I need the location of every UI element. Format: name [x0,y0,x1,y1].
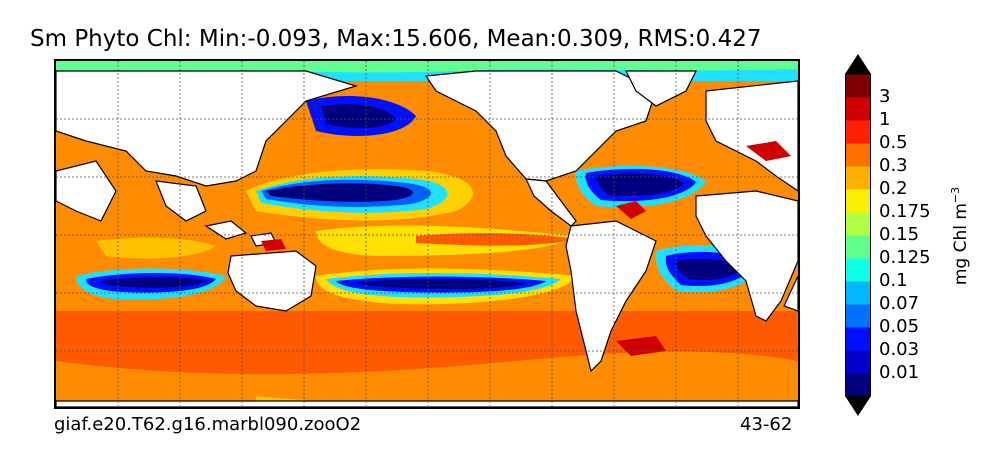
colorbar-segment [845,97,871,121]
chlorophyll-map [56,61,798,407]
colorbar-segment [845,166,871,190]
colorbar-tick-label: 0.5 [879,132,908,153]
colorbar-tick-label: 0.05 [879,316,920,337]
colorbar-tick-label: 1 [879,109,891,130]
colorbar-tick-label: 0.175 [879,201,931,222]
case-name: giaf.e20.T62.g16.marbl090.zooO2 [54,414,362,435]
colorbar-tick-label: 0.2 [879,178,908,199]
colorbar-tick-label: 3 [879,86,891,107]
colorbar-segment [845,373,871,397]
colorbar-segment [845,212,871,236]
colorbar-segment [845,74,871,98]
colorbar-units: mg Chl m−3 [949,186,971,286]
colorbar-extend-high [845,54,871,74]
colorbar-segment [845,258,871,282]
plot-title: Sm Phyto Chl: Min:-0.093, Max:15.606, Me… [30,26,762,52]
colorbar-segment [845,120,871,144]
colorbar-extend-low [845,396,871,416]
colorbar-tick-label: 0.15 [879,224,920,245]
colorbar [845,54,871,416]
colorbar-tick-label: 0.03 [879,339,920,360]
colorbar-segment [845,350,871,374]
colorbar-segment [845,189,871,213]
colorbar-segment [845,304,871,328]
colorbar-tick-label: 0.07 [879,293,920,314]
colorbar-tick-label: 0.01 [879,362,920,383]
colorbar-segment [845,143,871,167]
colorbar-segment [845,281,871,305]
colorbar-segment [845,327,871,351]
colorbar-tick-label: 0.1 [879,270,908,291]
year-range: 43-62 [740,414,793,435]
colorbar-segment [845,235,871,259]
map-panel [54,59,800,409]
colorbar-tick-label: 0.3 [879,155,908,176]
colorbar-tick-label: 0.125 [879,247,931,268]
